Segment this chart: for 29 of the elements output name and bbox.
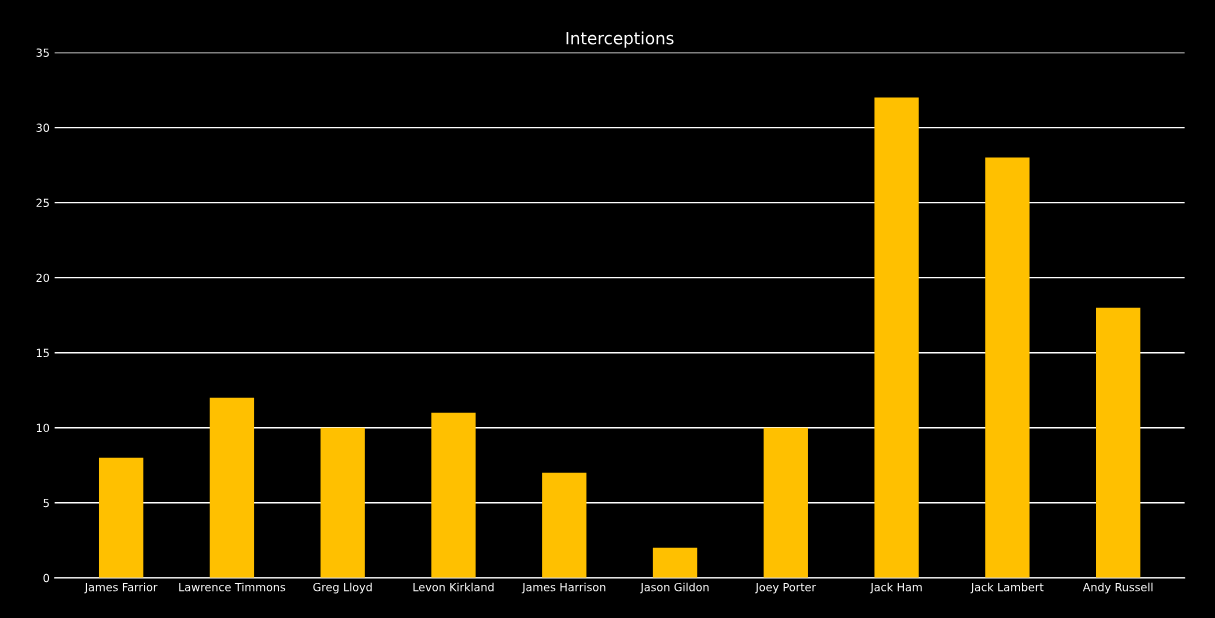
x-tick-label: James Harrison [521, 582, 606, 594]
bar [431, 412, 476, 578]
x-tick-label: James Farrior [84, 582, 158, 594]
x-tick-label: Levon Kirkland [413, 582, 494, 592]
y-tick-label: 35 [36, 48, 49, 57]
x-tick-label: Andy Russell [1082, 582, 1153, 594]
bar [763, 427, 808, 578]
bar [209, 397, 255, 578]
bar [652, 547, 698, 578]
y-tick-label: 15 [36, 348, 49, 358]
x-tick-label: Greg Lloyd [313, 582, 372, 594]
x-tick-label: Lawrence Timmons [179, 582, 286, 592]
y-tick-label: 20 [36, 273, 50, 283]
bar [320, 427, 365, 578]
y-tick-label: 0 [43, 573, 50, 583]
bar [1096, 307, 1141, 578]
y-tick-label: 25 [36, 198, 49, 207]
bar [542, 472, 587, 578]
y-tick-label: 5 [43, 498, 49, 508]
x-tick-label: Jason Gildon [640, 582, 709, 594]
bar [98, 457, 144, 578]
bar [874, 97, 919, 578]
x-tick-label: Jack Ham [869, 582, 922, 594]
y-tick-label: 30 [36, 123, 50, 132]
x-tick-label: Jack Lambert [970, 582, 1044, 594]
chart-title: Interceptions [566, 31, 674, 48]
bar [985, 157, 1030, 578]
x-tick-label: Joey Porter [755, 583, 817, 594]
y-tick-label: 10 [36, 423, 50, 433]
